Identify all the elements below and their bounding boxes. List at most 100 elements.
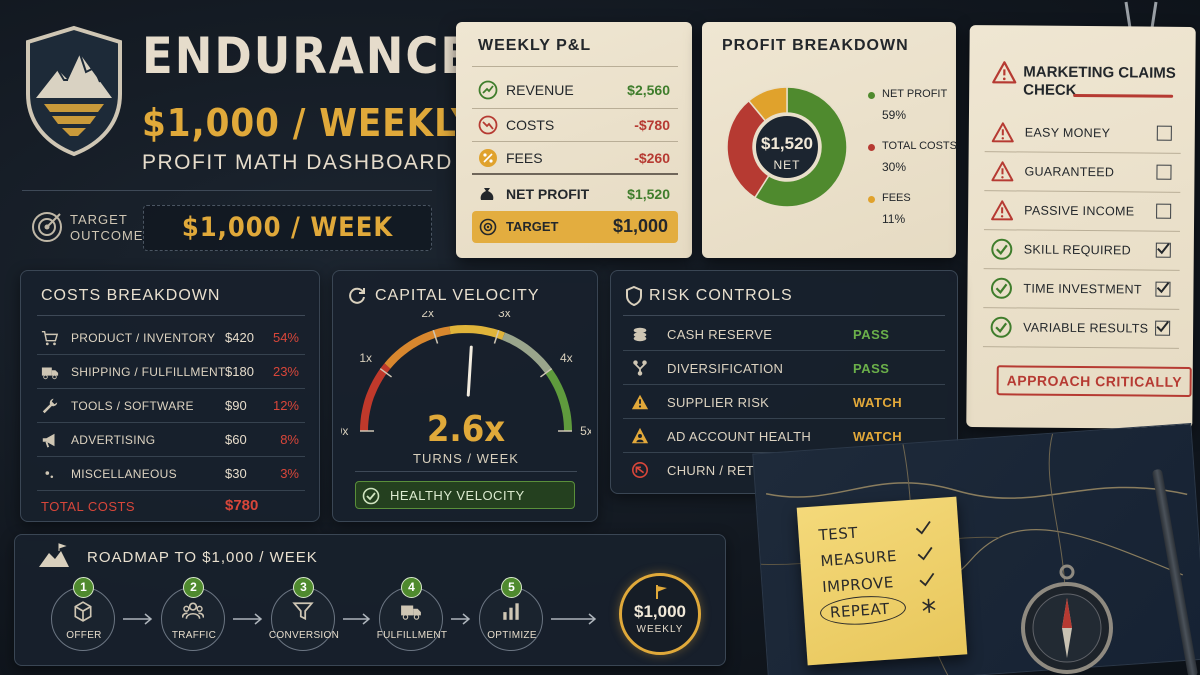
cost-value: $90 xyxy=(225,398,247,413)
roadmap-goal-value: $1,000 xyxy=(634,602,686,621)
donut-center-value: $1,520 xyxy=(761,134,813,153)
gauge-arc-segment xyxy=(384,326,451,369)
donut-center-label: NET xyxy=(773,158,801,172)
claim-item: GUARANTEED xyxy=(984,152,1181,193)
gauge-tick-label: 0x xyxy=(341,424,348,438)
roadmap-step-fulfillment[interactable]: FULFILLMENT xyxy=(377,587,447,651)
return-icon xyxy=(631,461,649,479)
target-outcome-value: $1,000 / WEEK xyxy=(181,212,394,243)
truck-icon xyxy=(41,367,59,380)
checked-checkbox[interactable] xyxy=(1155,320,1171,336)
risk-label: DIVERSIFICATION xyxy=(667,361,784,376)
risk-status: WATCH xyxy=(853,429,903,444)
risk-label: SUPPLIER RISK xyxy=(667,395,770,410)
donut-slice-fees xyxy=(747,86,788,122)
cost-pct: 3% xyxy=(280,466,299,481)
gauge-tick-label: 2x xyxy=(421,311,434,320)
pl-target-bar: TARGET $1,000 xyxy=(472,211,678,243)
checkbox[interactable] xyxy=(1156,164,1172,180)
shield-icon xyxy=(626,285,642,307)
refresh-icon xyxy=(349,287,365,304)
check-icon xyxy=(915,520,931,535)
profit-breakdown-card: PROFIT BREAKDOWN $1,520 NET NET PROFIT 5… xyxy=(702,22,957,258)
total-costs-label: TOTAL COSTS xyxy=(41,499,136,514)
arrow-right-icon xyxy=(233,613,263,625)
claim-item: PASSIVE INCOME xyxy=(983,191,1181,232)
flag-icon xyxy=(656,585,667,599)
warning-icon xyxy=(991,200,1014,221)
coins-icon xyxy=(633,327,647,342)
roadmap-step-label: OPTIMIZE xyxy=(487,630,537,641)
cost-label: MISCELLANEOUS xyxy=(71,467,177,481)
gauge-arc-segment xyxy=(501,332,552,374)
sticky-text: MEASURE xyxy=(819,546,898,571)
gauge-tick-label: 5x+ xyxy=(580,424,591,438)
sticky-line: REPEAT xyxy=(819,593,950,628)
weekly-amount-heading: $1,000 / WEEKLY xyxy=(142,101,477,145)
cost-label: ADVERTISING xyxy=(71,433,156,447)
roadmap-step-number: 1 xyxy=(73,577,94,598)
mountain-flag-icon xyxy=(39,543,69,567)
checked-checkbox[interactable] xyxy=(1155,242,1171,258)
sticky-text: IMPROVE xyxy=(821,573,895,597)
check-circle-icon xyxy=(990,277,1012,299)
checked-checkbox[interactable] xyxy=(1155,281,1171,297)
roadmap-title: ROADMAP TO $1,000 / WEEK xyxy=(87,549,318,566)
claim-item: SKILL REQUIRED xyxy=(983,230,1180,271)
gauge-tick xyxy=(432,329,439,344)
legend-dot xyxy=(868,196,875,203)
gauge-tick-label: 4x xyxy=(560,351,573,365)
asterisk-icon xyxy=(922,598,936,613)
cost-label: TOOLS / SOFTWARE xyxy=(71,399,194,413)
sticky-line: IMPROVE xyxy=(818,567,949,602)
warning-icon xyxy=(991,161,1014,182)
roadmap-step-conversion[interactable]: CONVERSION xyxy=(269,587,339,651)
total-costs-value: $780 xyxy=(225,497,259,514)
check-circle-icon xyxy=(991,238,1013,260)
percent-icon xyxy=(479,149,497,167)
risk-label: AD ACCOUNT HEALTH xyxy=(667,429,812,444)
check-icon xyxy=(1157,243,1170,255)
risk-status: PASS xyxy=(853,327,890,342)
cost-row: SHIPPING / FULFILLMENT $180 23% xyxy=(37,355,305,389)
gauge-tick xyxy=(493,329,500,344)
warning-icon xyxy=(991,122,1014,143)
sticky-note: TEST MEASURE IMPROVE REPEAT xyxy=(796,496,968,666)
weekly-pl-card: WEEKLY P&L REVENUE $2,560 COSTS -$780 FE… xyxy=(456,22,692,258)
checkbox[interactable] xyxy=(1156,125,1172,141)
gauge-arc-segment xyxy=(360,363,391,432)
truck-icon xyxy=(401,605,421,620)
trend-up-icon xyxy=(478,80,498,100)
velocity-unit: TURNS / WEEK xyxy=(413,451,519,466)
velocity-gauge: 0x 1x 2x 3x 4x 5x+ xyxy=(341,311,591,438)
donut-center xyxy=(754,114,820,180)
compass-icon xyxy=(1012,564,1122,675)
cost-row: MISCELLANEOUS $30 3% xyxy=(37,457,305,491)
cost-value: $60 xyxy=(225,432,247,447)
healthy-velocity-badge: HEALTHY VELOCITY xyxy=(355,481,575,509)
target-icon xyxy=(479,218,497,236)
approach-critically-stamp: APPROACH CRITICALLY xyxy=(996,365,1193,397)
target-label-2: OUTCOME xyxy=(70,228,144,243)
claims-title-2: CHECK xyxy=(1023,81,1077,99)
claim-label: TIME INVESTMENT xyxy=(1023,281,1142,297)
claim-item: EASY MONEY xyxy=(984,113,1181,154)
profit-breakdown-title: PROFIT BREAKDOWN xyxy=(722,37,909,54)
costs-rows: PRODUCT / INVENTORY $420 54% SHIPPING / FUL… xyxy=(37,321,305,491)
risk-row: CASH RESERVE PASS xyxy=(623,317,945,351)
gauge-arc-segment xyxy=(545,368,572,432)
trend-down-icon xyxy=(478,115,498,135)
weekly-pl-title: WEEKLY P&L xyxy=(478,37,592,54)
red-underline xyxy=(1073,93,1174,98)
gauge-tick-label: 3x xyxy=(498,311,511,320)
cost-label: PRODUCT / INVENTORY xyxy=(71,331,216,345)
mountain-shield-icon xyxy=(26,25,122,157)
risk-row: SUPPLIER RISK WATCH xyxy=(623,385,945,419)
warning-icon xyxy=(631,394,649,410)
check-icon xyxy=(1156,282,1170,294)
checkbox[interactable] xyxy=(1156,203,1172,219)
roadmap-step-number: 3 xyxy=(293,577,314,598)
claim-label: SKILL REQUIRED xyxy=(1023,242,1132,258)
check-circle-icon xyxy=(990,316,1012,338)
arrow-right-icon xyxy=(123,613,153,625)
